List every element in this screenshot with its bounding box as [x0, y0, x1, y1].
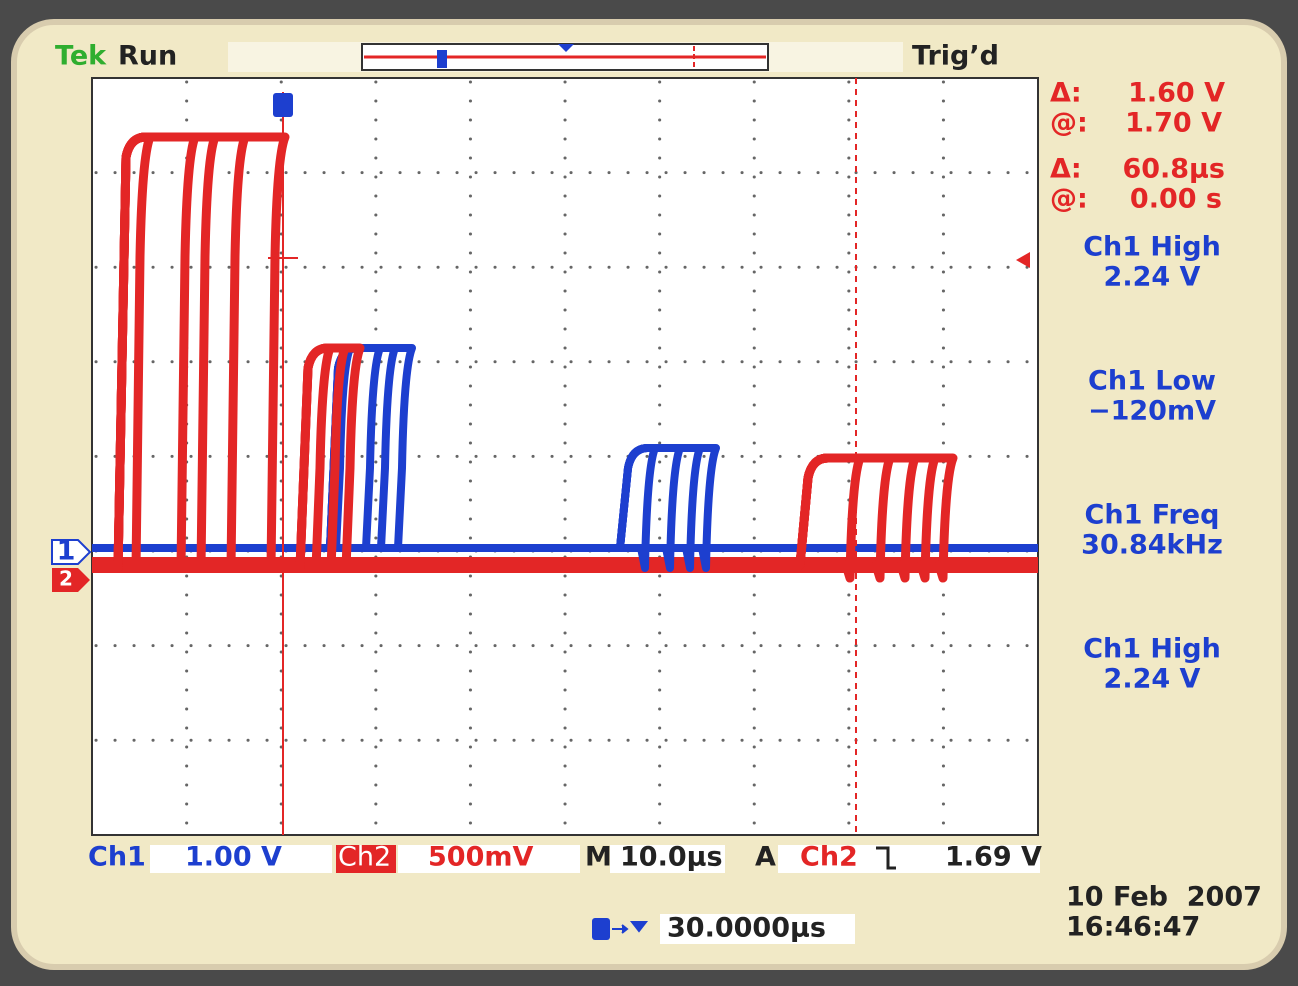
- measurement-value: −120mV: [1088, 396, 1216, 427]
- position-icon: [592, 918, 610, 940]
- ch2-label: Ch2: [338, 842, 391, 873]
- measurement-name: Ch1 Low: [1088, 366, 1216, 397]
- ch2-marker-label: 2: [59, 567, 73, 591]
- ch1-scale: 1.00 V: [185, 842, 282, 873]
- brand: Tek: [55, 41, 107, 72]
- measurement-value: 30.84kHz: [1081, 530, 1223, 561]
- trigger-status: Trig’d: [912, 41, 999, 72]
- time-scale: 10.0µs: [620, 842, 723, 873]
- cursor-at: 0.00 s: [1130, 184, 1222, 215]
- measurement-value: 2.24 V: [1104, 262, 1201, 293]
- oscilloscope-screen: Tek Run Trig’d 1 2 Δ: 1.60 V @: 1.70 V Δ: 60.…: [0, 0, 1298, 986]
- measurement-value: 2.24 V: [1104, 664, 1201, 695]
- time: 16:46:47: [1066, 912, 1200, 943]
- trigger-level: 1.69 V: [945, 842, 1042, 873]
- trigger-label: A: [755, 842, 776, 873]
- cursor-at-label: @:: [1050, 108, 1088, 139]
- cursor-delta: 1.60 V: [1128, 78, 1225, 109]
- cursor-at: 1.70 V: [1125, 108, 1222, 139]
- measurement-name: Ch1 High: [1083, 634, 1221, 665]
- cursor-delta-label: Δ:: [1050, 154, 1082, 185]
- position: 30.0000µs: [667, 913, 826, 944]
- time-label: M: [585, 842, 612, 873]
- run-state: Run: [118, 41, 177, 72]
- record-trigger: [437, 50, 447, 68]
- cursor-delta: 60.8µs: [1122, 154, 1225, 185]
- date: 10 Feb 2007: [1066, 882, 1262, 913]
- ch1-marker-label: 1: [57, 536, 76, 567]
- ch1-label: Ch1: [88, 842, 146, 873]
- cursor-delta-label: Δ:: [1050, 78, 1082, 109]
- cursor-at-label: @:: [1050, 184, 1088, 215]
- trigger-source: Ch2: [800, 842, 858, 873]
- measurement-name: Ch1 Freq: [1085, 500, 1220, 531]
- measurement-name: Ch1 High: [1083, 232, 1221, 263]
- trigger-marker: [273, 93, 293, 117]
- ch2-scale: 500mV: [428, 842, 533, 873]
